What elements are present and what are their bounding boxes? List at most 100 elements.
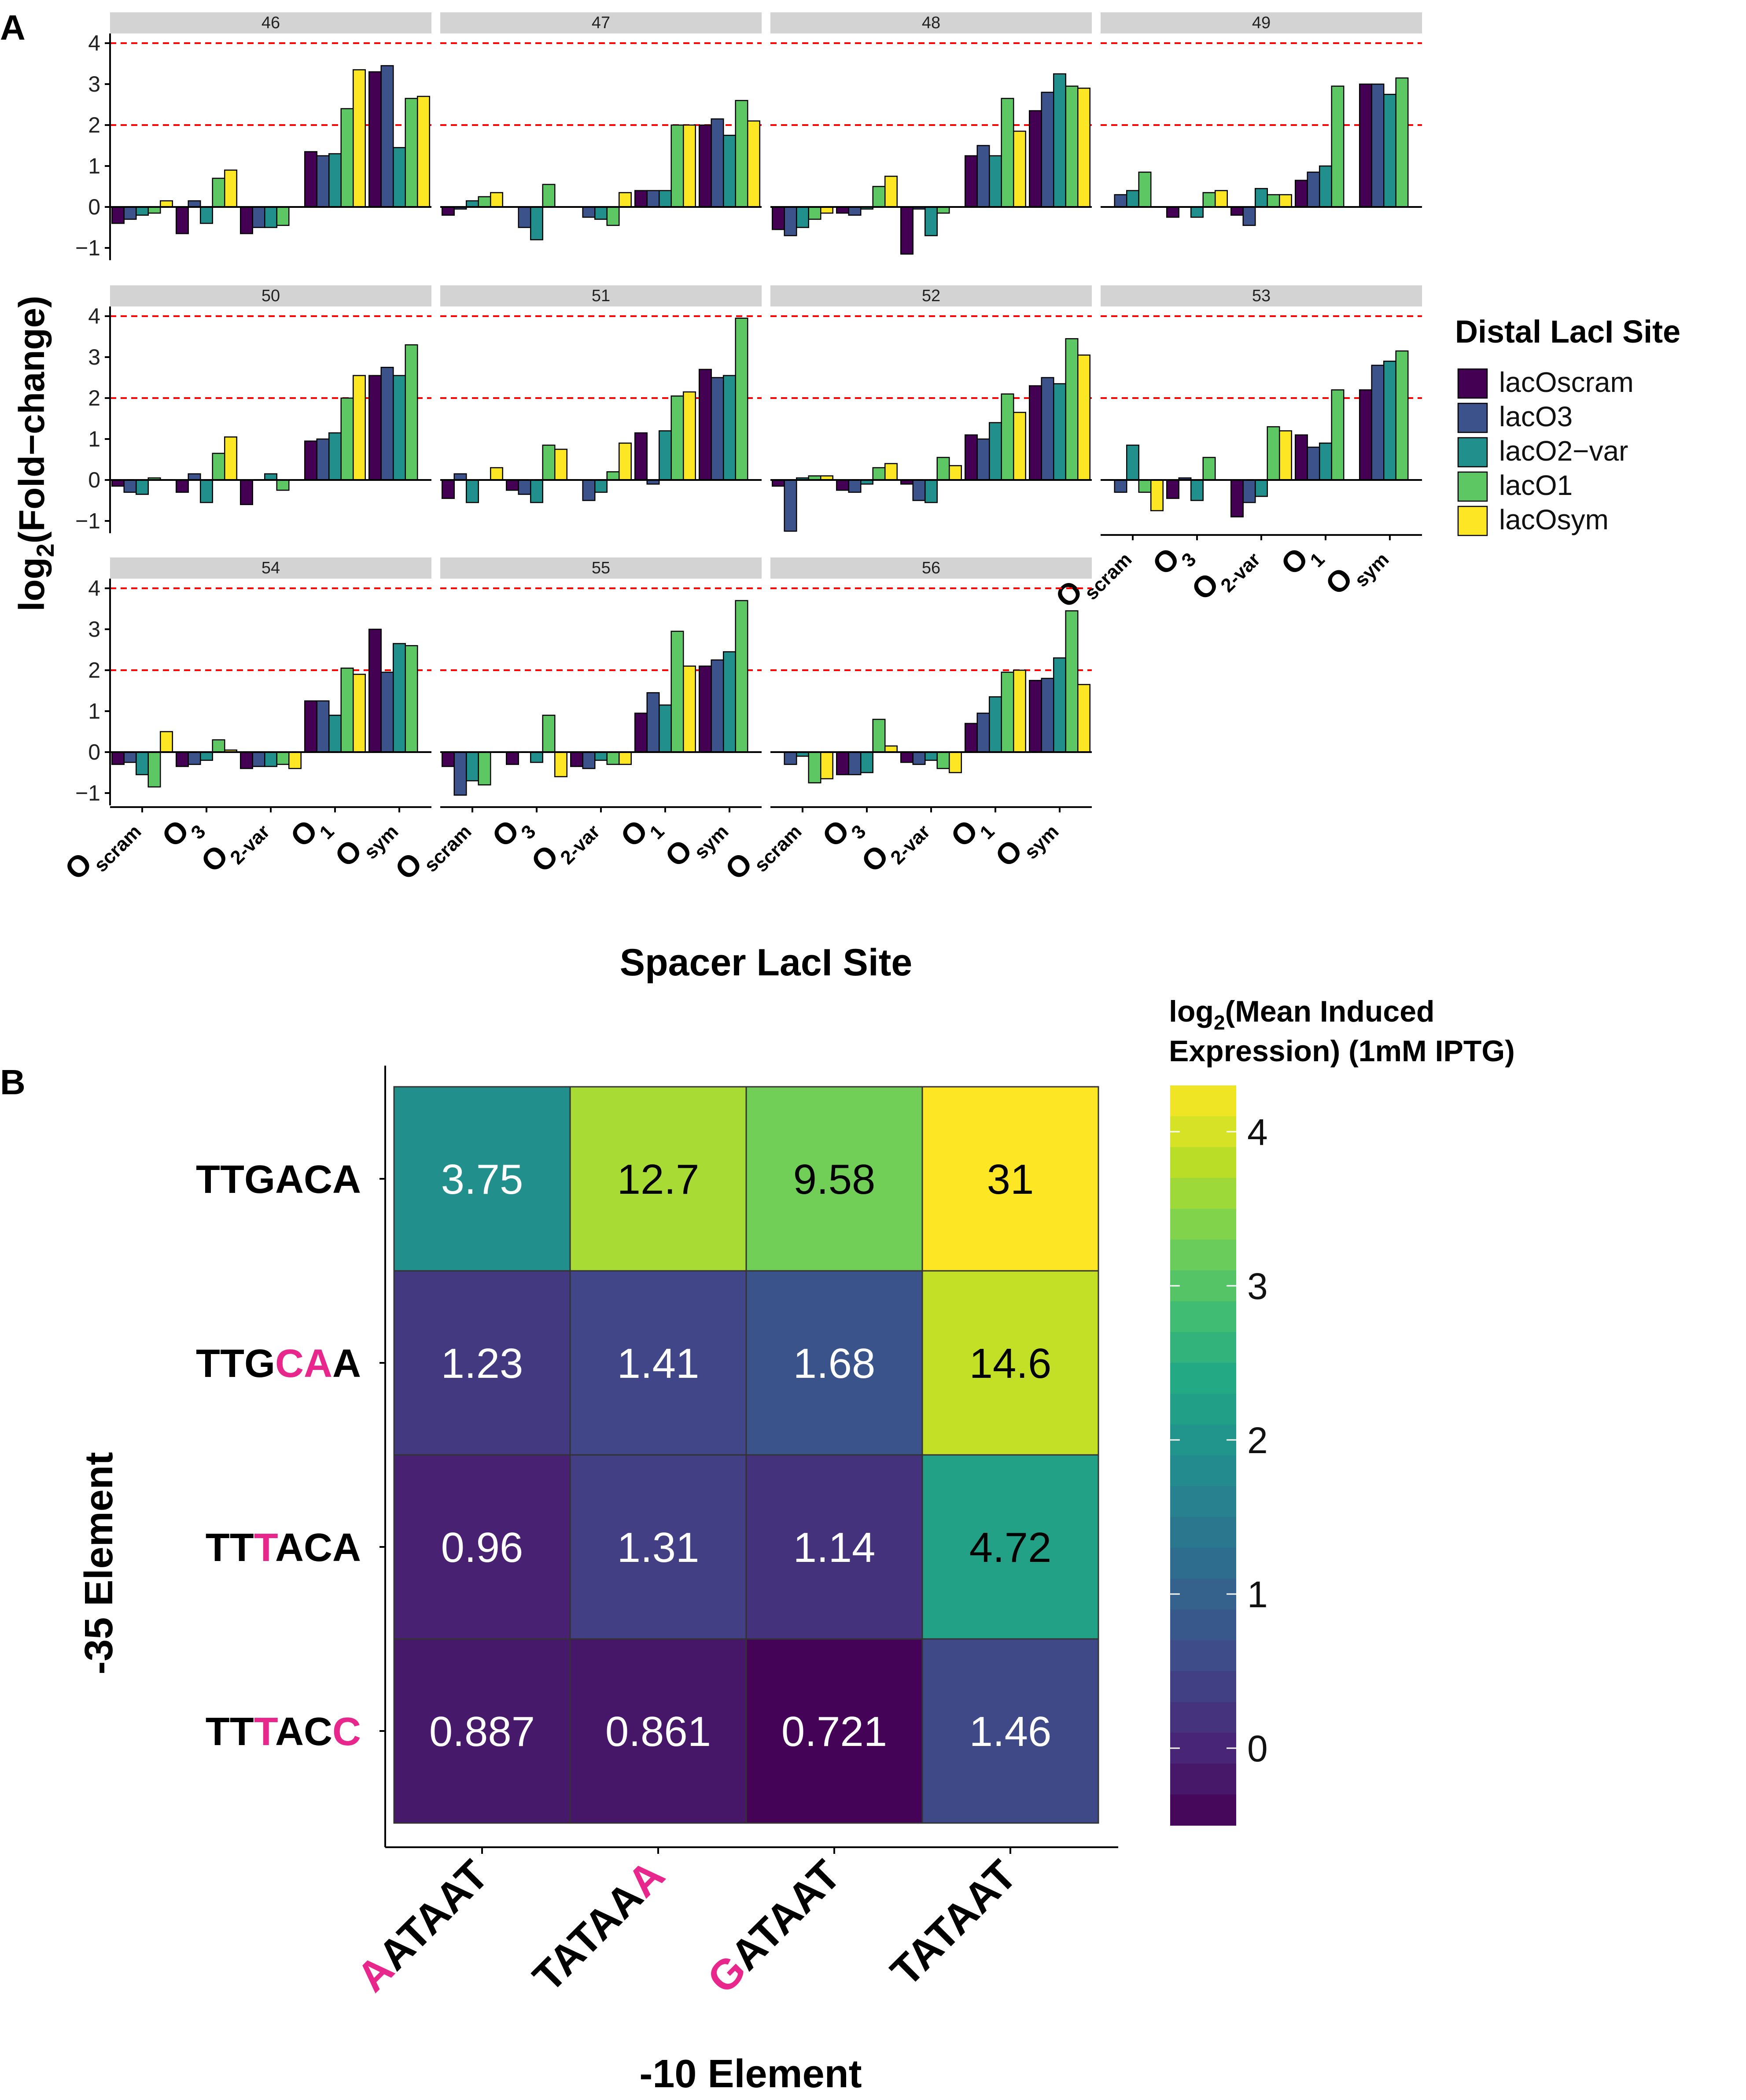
bar-54-O3-lacO1 (212, 739, 225, 753)
bar-49-O1-lacO1 (1331, 85, 1344, 208)
facet-51: 51 (440, 285, 762, 503)
bar-56-Osym-lacO1 (1065, 610, 1079, 753)
y-tick-label: 2 (88, 113, 100, 137)
bar-48-Oscram-lacO2−var (796, 206, 809, 228)
bar-56-O3-lacOsym (884, 745, 898, 753)
bar-46-Oscram-lacOsym (160, 200, 173, 208)
bar-55-O2-var-lacOscram (570, 751, 583, 767)
bar-51-Osym-lacO1 (735, 317, 748, 481)
facet-strip (440, 12, 762, 33)
bar-51-O1-lacOscram (634, 432, 648, 481)
base: TT (206, 1526, 254, 1570)
facet-strip-label: 48 (922, 14, 940, 32)
bar-56-Osym-lacO2−var (1053, 657, 1066, 753)
colorbar-step (1170, 1209, 1236, 1240)
bar-54-O1-lacO2−var (328, 715, 342, 753)
bar-53-Osym-lacO1 (1395, 350, 1409, 481)
x-tick-letter: O (525, 838, 565, 878)
heatmap-cell-label: 4.72 (969, 1524, 1052, 1571)
bar-48-O1-lacOscram (965, 155, 978, 208)
x-tick-subscript: scram (750, 821, 806, 876)
bar-48-O1-lacOsym (1013, 130, 1026, 208)
bar-55-O3-lacOsym (554, 751, 567, 778)
colorbar-step (1170, 1332, 1236, 1363)
bar-52-O2-var-lacO1 (936, 457, 950, 481)
bar-55-Osym-lacO3 (711, 659, 724, 753)
facet-strip-label: 54 (262, 559, 280, 577)
bar-47-O1-lacO2−var (659, 190, 672, 208)
bar-46-Osym-lacOscram (368, 71, 382, 208)
legend: Distal LacI Site lacOscramlacO3lacO2−var… (1455, 314, 1680, 536)
x-tick-label: O2-var (1185, 549, 1264, 607)
bar-50-O3-lacOsym (224, 436, 237, 481)
bar-48-O3-lacOsym (884, 176, 898, 208)
heatmap-cell-label: 1.14 (793, 1524, 876, 1571)
colorbar-step (1170, 1178, 1236, 1209)
x-tick-label: Oscram (59, 821, 146, 886)
legend-key-3 (1457, 471, 1488, 502)
x-tick-letter: O (1049, 574, 1089, 614)
bar-52-Oscram-lacOscram (772, 479, 785, 487)
bar-49-O2-var-lacO1 (1267, 194, 1280, 208)
colorbar-title-line-1: log2(Mean Induced (1169, 995, 1435, 1034)
bar-51-Osym-lacO3 (711, 377, 724, 481)
heatmap-cell-label: 0.96 (441, 1524, 523, 1571)
bar-49-O1-lacO2−var (1319, 165, 1332, 208)
colorbar-steps (1170, 1085, 1236, 1826)
bar-49-O3-lacOsym (1215, 190, 1228, 208)
colorbar-ticks: 0 1 2 3 4 (1170, 1111, 1268, 1769)
bar-50-O3-lacO2−var (200, 479, 213, 503)
colorbar-title-line-2: Expression) (1mM IPTG) (1169, 1034, 1515, 1068)
colorbar-step (1170, 1517, 1236, 1548)
x-tick-text: O2-var (195, 806, 274, 885)
bar-52-O1-lacOsym (1013, 412, 1026, 481)
base: TT (206, 1710, 254, 1754)
bar-55-O1-lacOscram (634, 712, 648, 753)
colorbar-step (1170, 1240, 1236, 1271)
facet-strip (770, 557, 1092, 579)
bar-48-Osym-lacOsym (1077, 88, 1090, 208)
bar-54-Oscram-lacO3 (123, 751, 137, 763)
colorbar: log2(Mean Induced Expression) (1mM IPTG)… (1169, 995, 1515, 1826)
facet-49: 49 (1101, 12, 1422, 226)
bar-52-Oscram-lacO3 (784, 479, 797, 532)
mutated-base: T (254, 1710, 278, 1754)
legend-key-2 (1457, 437, 1488, 468)
colorbar-step (1170, 1579, 1236, 1610)
legend-label-3: lacO1 (1499, 469, 1573, 501)
bar-50-O1-lacO3 (316, 438, 330, 481)
heatmap-cell-label: 1.68 (793, 1340, 876, 1387)
bar-47-Osym-lacO3 (711, 118, 724, 208)
bar-48-Oscram-lacOscram (772, 206, 785, 230)
bar-54-O3-lacO3 (188, 751, 201, 765)
bar-50-O1-lacOsym (353, 375, 366, 481)
bar-47-O2-var-lacO3 (582, 206, 596, 218)
heatmap-cell-TTTACC-AATAAT (393, 1638, 571, 1824)
facet-strip (110, 557, 431, 579)
colorbar-step (1170, 1394, 1236, 1425)
y-tick-label: 1 (88, 154, 100, 178)
bar-54-Oscram-lacO1 (147, 751, 161, 788)
heatmap-cell-label: 1.31 (617, 1524, 700, 1571)
bar-53-Oscram-lacO3 (1114, 479, 1127, 493)
bar-47-O3-lacO3 (518, 206, 531, 228)
colorbar-step (1170, 1425, 1236, 1456)
bar-55-O1-lacOsym (683, 665, 696, 753)
x-tick-subscript: scram (90, 821, 145, 876)
facet-strip-label: 51 (592, 287, 610, 305)
y-tick-label: 0 (88, 740, 100, 764)
bar-56-O2-var-lacOsym (949, 751, 962, 773)
col-label-AATAAT: AATAAT (348, 1851, 497, 2001)
bar-46-Osym-lacOsym (417, 96, 430, 208)
colorbar-step (1170, 1640, 1236, 1672)
bar-52-O3-lacOscram (836, 479, 849, 491)
bar-47-Oscram-lacO2−var (466, 200, 479, 208)
base: ATAAT (722, 1851, 850, 1979)
bar-55-Oscram-lacO3 (453, 751, 467, 796)
colorbar-step (1170, 1794, 1236, 1826)
bar-52-Osym-lacO2−var (1053, 383, 1066, 481)
facet-48: 48 (770, 12, 1092, 255)
y-tick-label: 2 (88, 658, 100, 683)
